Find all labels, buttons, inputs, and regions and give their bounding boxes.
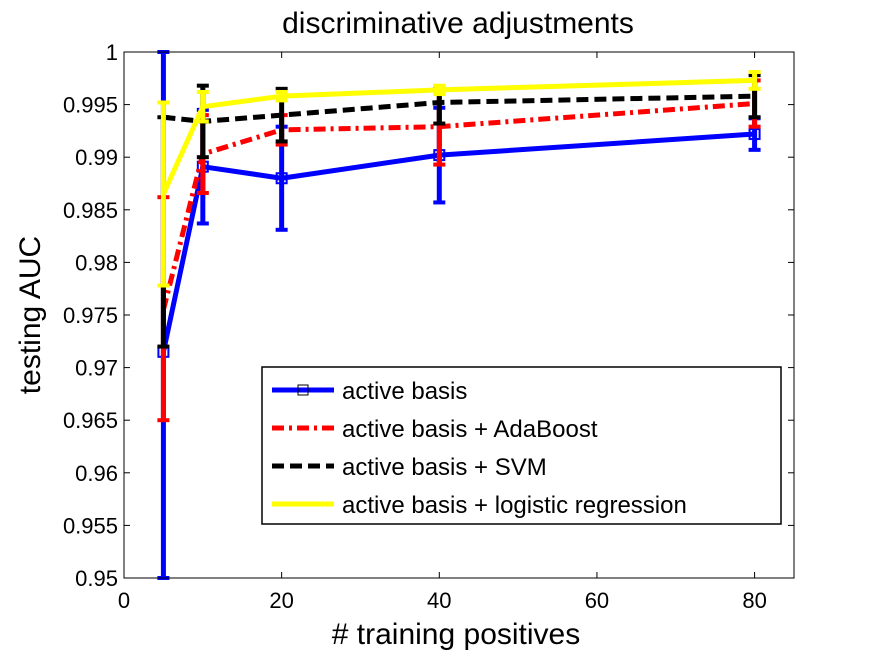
x-tick-label: 20 [269, 588, 293, 613]
y-tick-label: 0.97 [75, 356, 118, 381]
y-tick-label: 0.955 [63, 513, 118, 538]
x-tick-label: 80 [742, 588, 766, 613]
y-axis-label: testing AUC [14, 236, 47, 394]
legend-box [261, 366, 782, 525]
legend-item-1: active basis [272, 378, 467, 405]
ticks-layer: 0 20 40 60 80 0.95 0.955 0.96 0.965 0.97 0.975 0.98… [63, 40, 794, 613]
y-tick-label: 0.95 [75, 566, 118, 591]
y-tick-label: 0.975 [63, 303, 118, 328]
y-tick-label: 1 [106, 40, 118, 65]
x-tick-label: 40 [427, 588, 451, 613]
y-tick-label: 0.965 [63, 408, 118, 433]
x-tick-label: 0 [118, 588, 130, 613]
legend-label: active basis + SVM [342, 454, 547, 481]
data-point [748, 128, 761, 141]
y-tick-label: 0.99 [75, 145, 118, 170]
legend-items: active basis active basis + AdaBoost activ… [272, 378, 687, 519]
legend-item-4: active basis + logistic regression [272, 492, 687, 519]
legend-marker [297, 384, 309, 396]
y-tick-label: 0.985 [63, 198, 118, 223]
chart-title: discriminative adjustments [282, 7, 634, 40]
legend-label: active basis + AdaBoost [342, 416, 598, 443]
series-4 [157, 69, 761, 288]
data-point [275, 172, 288, 185]
y-tick-label: 0.98 [75, 250, 118, 275]
legend-item-2: active basis + AdaBoost [272, 416, 598, 443]
legend-label: active basis + logistic regression [342, 492, 687, 519]
y-tick-label: 0.96 [75, 461, 118, 486]
x-axis-label: # training positives [332, 618, 580, 651]
legend-label: active basis [342, 378, 467, 405]
legend-item-3: active basis + SVM [272, 454, 547, 481]
series-layer [157, 50, 761, 580]
y-tick-label: 0.995 [63, 93, 118, 118]
legend: active basis active basis + AdaBoost activ… [261, 366, 782, 525]
x-tick-label: 60 [585, 588, 609, 613]
